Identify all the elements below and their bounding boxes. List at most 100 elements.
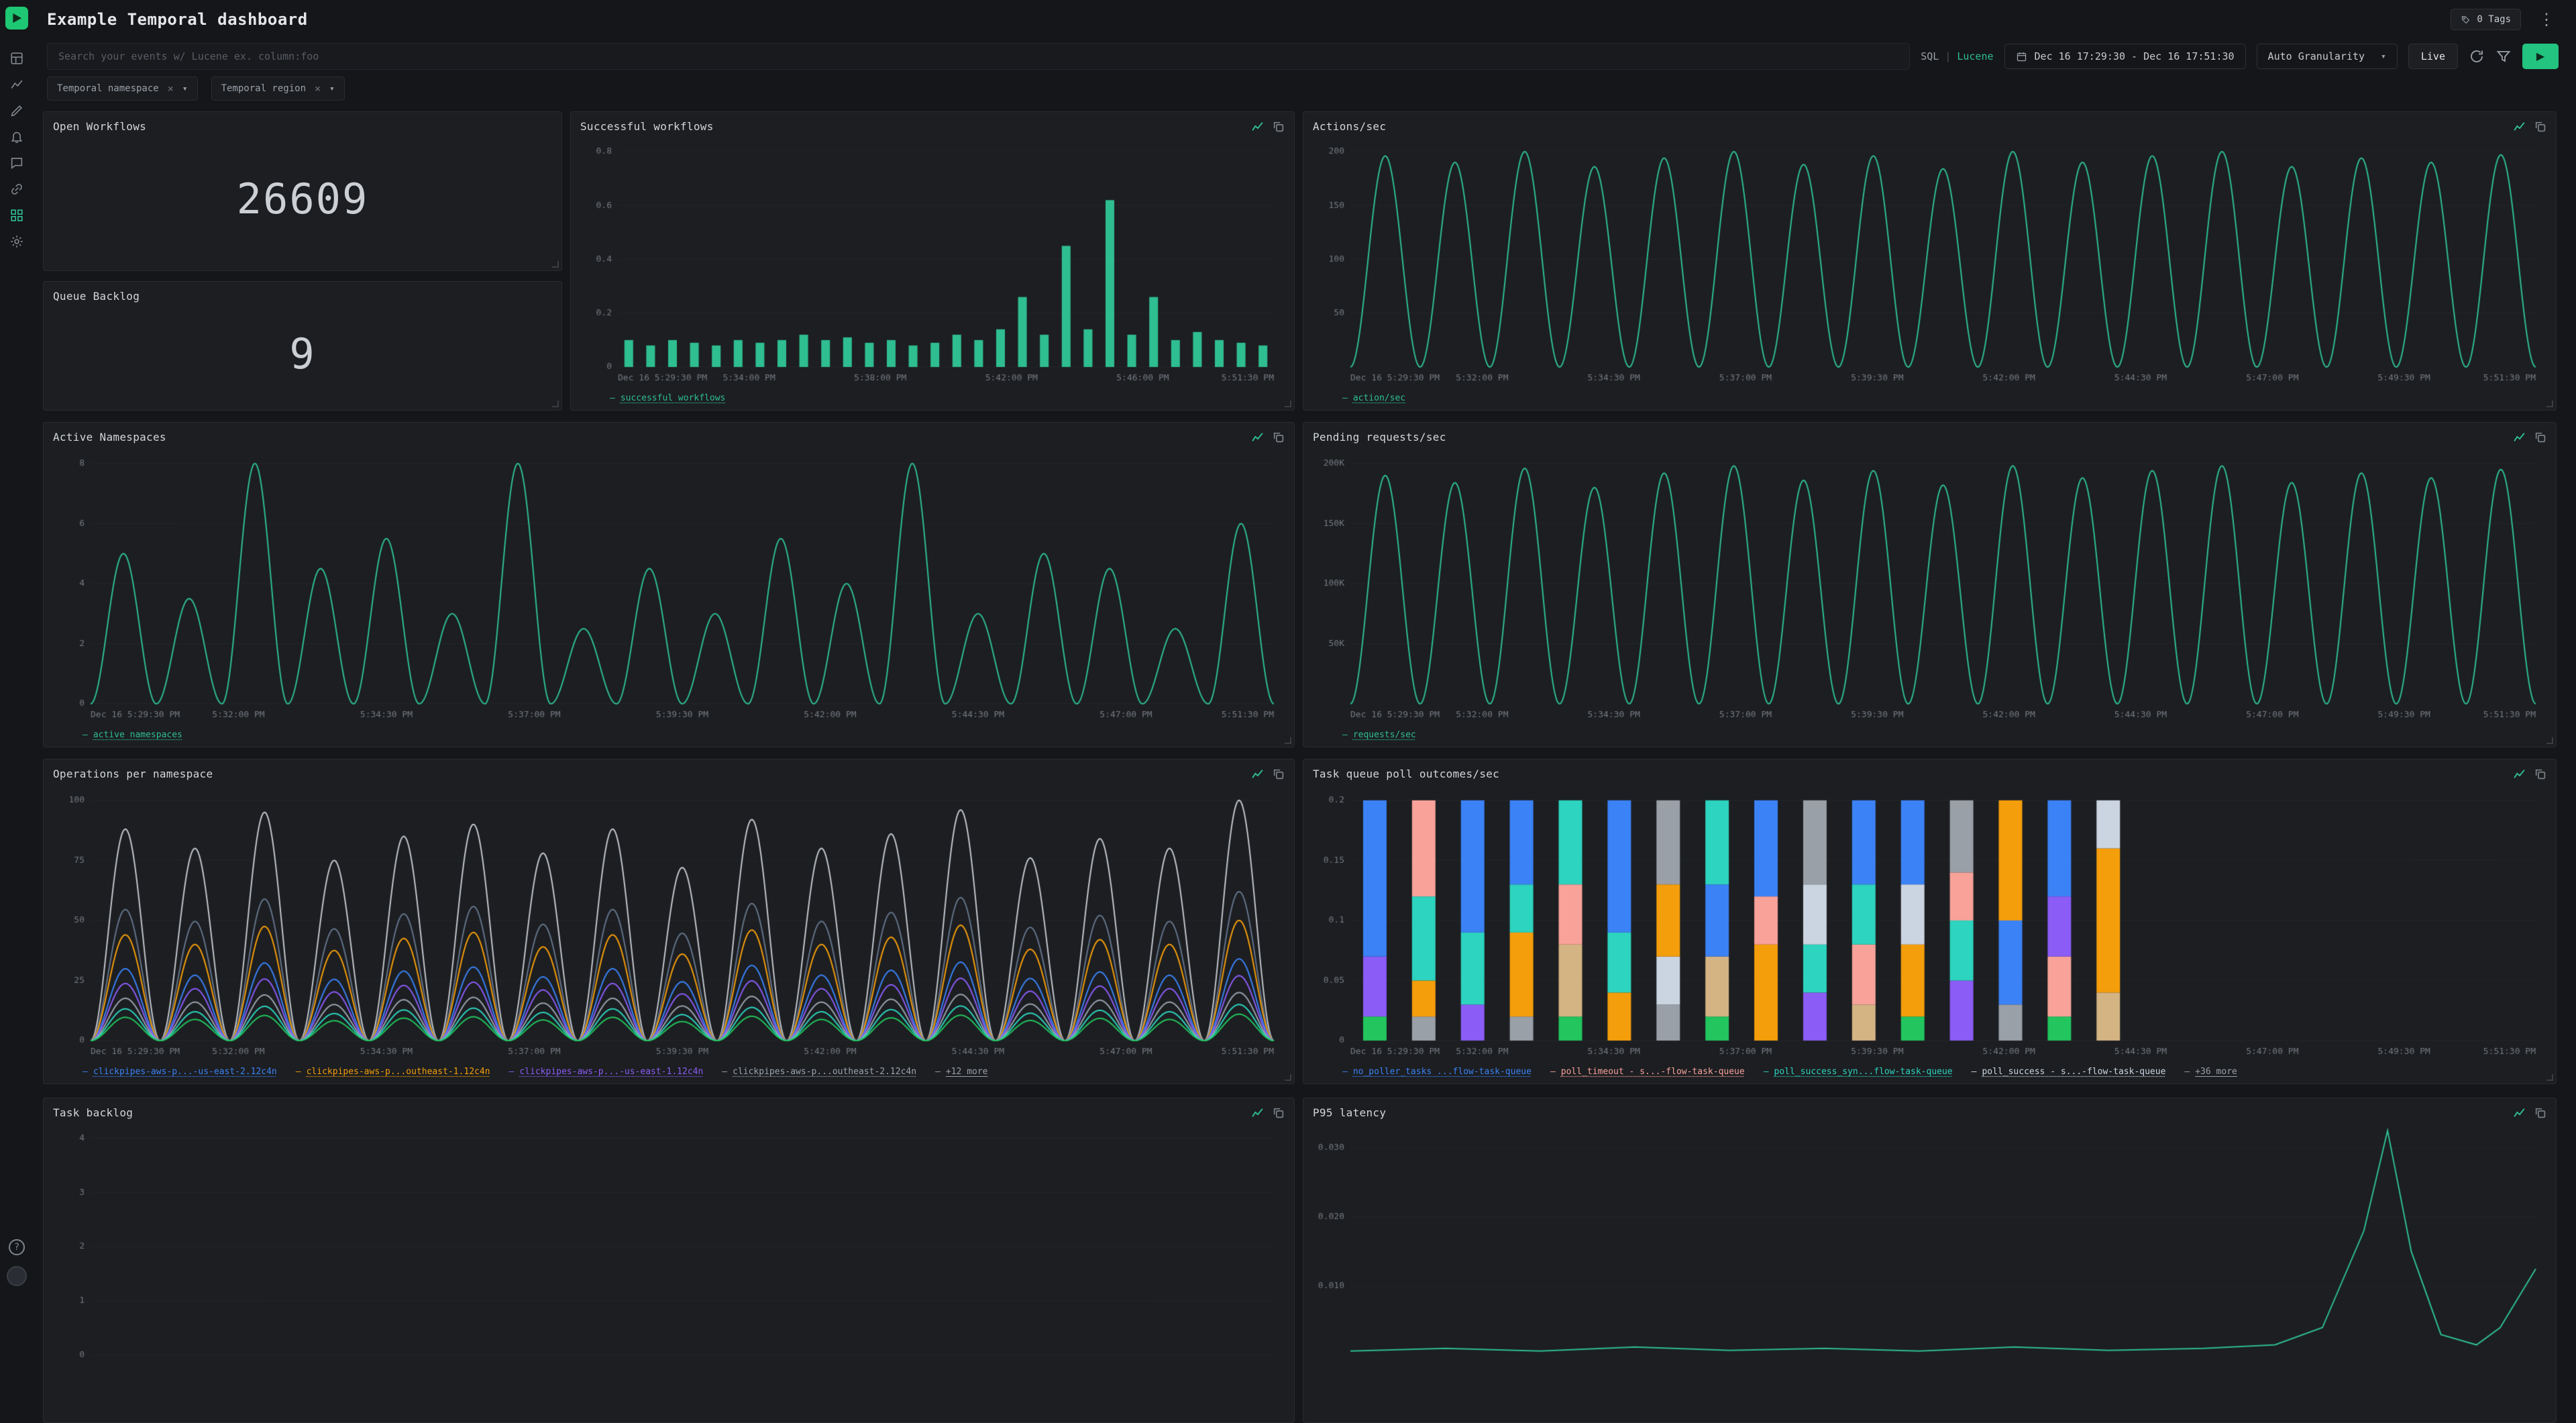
tag-icon: [2461, 15, 2471, 25]
panel-resize-handle[interactable]: [1285, 737, 1291, 744]
live-button[interactable]: Live: [2408, 44, 2458, 69]
pencil-icon[interactable]: [9, 103, 24, 118]
p95-latency-chart[interactable]: [1313, 1119, 2546, 1361]
panel-task-queue-poll-outcomes: Task queue poll outcomes/sec —no_poller_…: [1303, 759, 2557, 1084]
copy-panel-icon[interactable]: [1272, 1106, 1285, 1119]
help-icon[interactable]: ?: [9, 1239, 25, 1255]
copy-panel-icon[interactable]: [1272, 768, 1285, 780]
link-icon[interactable]: [9, 182, 24, 197]
legend-dash-icon: —: [1550, 1067, 1556, 1077]
query-mode-toggle[interactable]: SQL | Lucene: [1921, 50, 1993, 62]
legend-item[interactable]: —clickpipes-aws-p...outheast-2.12c4n: [722, 1067, 916, 1077]
panel-resize-handle[interactable]: [1285, 401, 1291, 407]
legend-item[interactable]: —poll_success - s...-flow-task-queue: [1972, 1067, 2166, 1077]
legend-label: poll_success_syn...flow-task-queue: [1774, 1067, 1953, 1077]
chart-type-icon[interactable]: [2513, 1106, 2526, 1119]
mode-sql-label[interactable]: SQL: [1921, 50, 1939, 62]
chart-type-icon[interactable]: [2513, 120, 2526, 133]
copy-panel-icon[interactable]: [1272, 120, 1285, 133]
legend-item[interactable]: —clickpipes-aws-p...-us-east-2.12c4n: [83, 1067, 277, 1077]
mode-lucene-label[interactable]: Lucene: [1957, 50, 1993, 62]
copy-panel-icon[interactable]: [2534, 431, 2546, 443]
actions-per-sec-chart[interactable]: [1313, 133, 2546, 390]
legend-item[interactable]: —poll_success_syn...flow-task-queue: [1764, 1067, 1953, 1077]
chart-type-icon[interactable]: [1251, 1106, 1264, 1119]
active-namespaces-chart[interactable]: [53, 443, 1285, 727]
panel-resize-handle[interactable]: [552, 401, 559, 407]
pending-requests-chart[interactable]: [1313, 443, 2546, 727]
legend-more-item[interactable]: —+36 more: [2184, 1067, 2237, 1077]
granularity-select[interactable]: Auto Granularity ▾: [2257, 44, 2398, 69]
legend-label: clickpipes-aws-p...outheast-2.12c4n: [733, 1067, 916, 1077]
refresh-icon[interactable]: [2469, 48, 2485, 64]
bell-icon[interactable]: [9, 129, 24, 144]
panel-resize-handle[interactable]: [552, 261, 559, 268]
calendar-icon: [2016, 51, 2027, 62]
message-icon[interactable]: [9, 156, 24, 170]
grid-icon[interactable]: [9, 208, 24, 223]
clear-filter-icon[interactable]: ×: [315, 83, 321, 95]
chevron-down-icon: ▾: [329, 84, 335, 94]
chart-type-icon[interactable]: [2513, 431, 2526, 443]
dashboard-page: { "header": { "title": "Example Temporal…: [0, 0, 2576, 1297]
filter-temporal-region[interactable]: Temporal region × ▾: [211, 76, 345, 101]
chart-type-icon[interactable]: [1251, 120, 1264, 133]
chart-type-icon[interactable]: [2513, 768, 2526, 780]
legend-item[interactable]: — active namespaces: [83, 730, 182, 740]
clear-filter-icon[interactable]: ×: [168, 83, 174, 95]
copy-panel-icon[interactable]: [1272, 431, 1285, 443]
legend-item[interactable]: —no_poller_tasks ...flow-task-queue: [1342, 1067, 1532, 1077]
task-backlog-chart[interactable]: [53, 1119, 1285, 1361]
legend-more-item[interactable]: —+12 more: [935, 1067, 987, 1077]
user-avatar[interactable]: [7, 1266, 27, 1286]
chart-legend: —action/sec: [1313, 390, 2546, 405]
filter-temporal-namespace[interactable]: Temporal namespace × ▾: [47, 76, 198, 101]
mode-separator: |: [1945, 50, 1951, 62]
chart-legend: — active namespaces: [53, 727, 1285, 741]
legend-label: active namespaces: [93, 730, 182, 740]
app-logo[interactable]: [5, 7, 28, 30]
filter-label: Temporal region: [221, 83, 306, 94]
chevron-down-icon: ▾: [182, 84, 188, 94]
chart-filter-icon[interactable]: [2496, 48, 2512, 64]
panel-active-namespaces: Active Namespaces —active namespaces: [43, 422, 1295, 747]
chart-icon[interactable]: [9, 77, 24, 92]
dashboard-icon[interactable]: [9, 51, 24, 66]
copy-panel-icon[interactable]: [2534, 120, 2546, 133]
legend-item[interactable]: —action/sec: [1342, 393, 1405, 403]
successful-workflows-chart[interactable]: [580, 133, 1285, 390]
legend-dash-icon: —: [509, 1067, 515, 1077]
gear-icon[interactable]: [9, 234, 24, 249]
legend-dash-icon: —: [83, 730, 88, 740]
tags-button[interactable]: 0 Tags: [2451, 9, 2521, 30]
panel-title: Operations per namespace: [53, 768, 213, 780]
time-range-picker[interactable]: Dec 16 17:29:30 - Dec 16 17:51:30: [2004, 44, 2246, 69]
operations-per-namespace-chart[interactable]: [53, 780, 1285, 1063]
chart-type-icon[interactable]: [1251, 768, 1264, 780]
panel-resize-handle[interactable]: [2546, 737, 2553, 744]
panel-title: Pending requests/sec: [1313, 431, 1446, 443]
chart-type-icon[interactable]: [1251, 431, 1264, 443]
kebab-menu-icon[interactable]: ⋮: [2534, 10, 2559, 29]
panel-operations-per-namespace: Operations per namespace —clickpipes-aws…: [43, 759, 1295, 1084]
panel-resize-handle[interactable]: [2546, 1074, 2553, 1081]
legend-item[interactable]: —poll_timeout - s...-flow-task-queue: [1550, 1067, 1745, 1077]
panel-task-backlog: Task backlog: [43, 1098, 1295, 1423]
legend-item[interactable]: —requests/sec: [1342, 730, 1416, 740]
panel-resize-handle[interactable]: [2546, 401, 2553, 407]
copy-panel-icon[interactable]: [2534, 1106, 2546, 1119]
panel-actions-per-sec: Actions/sec —action/sec: [1303, 111, 2557, 411]
panel-queue-backlog: Queue Backlog 9: [43, 281, 562, 411]
legend-label: +36 more: [2195, 1067, 2237, 1077]
legend-dash-icon: —: [610, 393, 615, 403]
legend-item[interactable]: —successful workflows: [610, 393, 725, 403]
copy-panel-icon[interactable]: [2534, 768, 2546, 780]
legend-item[interactable]: —clickpipes-aws-p...outheast-1.12c4n: [296, 1067, 490, 1077]
panel-title: Successful workflows: [580, 120, 714, 133]
run-query-button[interactable]: ▶: [2522, 44, 2559, 69]
search-input[interactable]: [47, 43, 1910, 70]
task-queue-poll-outcomes-chart[interactable]: [1313, 780, 2546, 1063]
panel-resize-handle[interactable]: [1285, 1074, 1291, 1081]
panel-title: Open Workflows: [53, 120, 146, 133]
legend-item[interactable]: —clickpipes-aws-p...-us-east-1.12c4n: [509, 1067, 704, 1077]
